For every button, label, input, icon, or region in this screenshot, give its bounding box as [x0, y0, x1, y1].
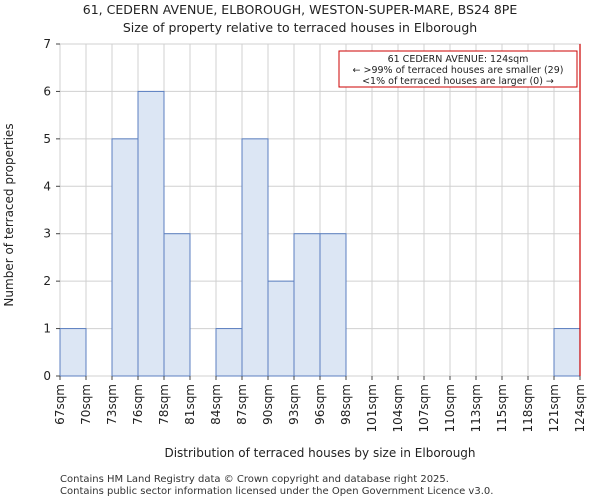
- x-tick-label: 98sqm: [339, 384, 353, 425]
- annotation-line-1: 61 CEDERN AVENUE: 124sqm: [388, 54, 529, 65]
- y-tick-label: 3: [43, 227, 51, 241]
- x-tick-label: 67sqm: [53, 384, 67, 425]
- x-tick-label: 113sqm: [469, 384, 483, 432]
- x-tick-label: 104sqm: [391, 384, 405, 432]
- x-tick-label: 81sqm: [183, 384, 197, 425]
- x-tick-label: 78sqm: [157, 384, 171, 425]
- x-tick-label: 124sqm: [573, 384, 587, 432]
- x-tick-label: 70sqm: [79, 384, 93, 425]
- annotation-box: 61 CEDERN AVENUE: 124sqm ← >99% of terra…: [338, 50, 578, 88]
- x-tick-label: 101sqm: [365, 384, 379, 432]
- x-tick-label: 121sqm: [547, 384, 561, 432]
- footer-line-2: Contains public sector information licen…: [60, 486, 493, 497]
- x-tick-label: 87sqm: [235, 384, 249, 425]
- bar: [241, 138, 269, 377]
- bar: [215, 328, 243, 377]
- y-tick-layer: 0 1 2 3 4 5 6 7: [43, 37, 60, 383]
- x-tick-label: 93sqm: [287, 384, 301, 425]
- x-tick-label: 73sqm: [105, 384, 119, 425]
- annotation-line-3: <1% of terraced houses are larger (0) →: [362, 76, 554, 87]
- y-tick-label: 2: [43, 274, 51, 288]
- x-tick-label: 110sqm: [443, 384, 457, 432]
- footer-line-1: Contains HM Land Registry data © Crown c…: [60, 474, 449, 485]
- y-axis-label: Number of terraced properties: [2, 123, 16, 306]
- x-tick-label: 96sqm: [313, 384, 327, 425]
- chart-title: 61, CEDERN AVENUE, ELBOROUGH, WESTON-SUP…: [83, 2, 518, 17]
- x-tick-label: 84sqm: [209, 384, 223, 425]
- x-tick-label: 107sqm: [417, 384, 431, 432]
- y-tick-label: 0: [43, 369, 51, 383]
- bar: [293, 233, 321, 377]
- x-tick-label: 76sqm: [131, 384, 145, 425]
- x-tick-layer: 67sqm 70sqm 73sqm 76sqm 78sqm 81sqm 84sqm 87sqm…: [53, 376, 587, 432]
- x-tick-label: 118sqm: [521, 384, 535, 432]
- y-tick-label: 4: [43, 179, 51, 193]
- y-tick-label: 1: [43, 322, 51, 336]
- bar: [59, 328, 87, 377]
- y-tick-label: 6: [43, 84, 51, 98]
- x-tick-label: 115sqm: [495, 384, 509, 432]
- y-tick-label: 5: [43, 132, 51, 146]
- bar: [137, 90, 165, 377]
- chart-subtitle: Size of property relative to terraced ho…: [123, 20, 477, 35]
- annotation-frame: [338, 50, 578, 88]
- x-tick-label: 90sqm: [261, 384, 275, 425]
- x-axis-label: Distribution of terraced houses by size …: [164, 446, 475, 460]
- bar-layer: [59, 90, 581, 377]
- bar: [163, 233, 191, 377]
- annotation-line-2: ← >99% of terraced houses are smaller (2…: [353, 65, 564, 76]
- bar: [267, 280, 295, 377]
- bar: [553, 328, 581, 377]
- bar: [111, 138, 139, 377]
- bar: [319, 233, 347, 377]
- y-tick-label: 7: [43, 37, 51, 51]
